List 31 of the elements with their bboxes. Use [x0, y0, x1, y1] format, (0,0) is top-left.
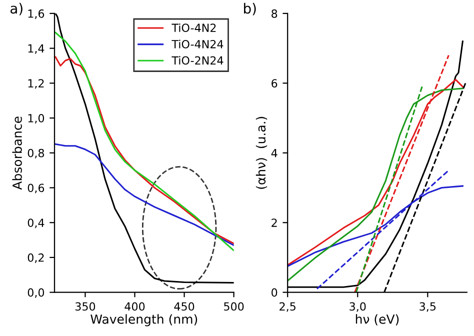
x-tick-label: 2,5	[280, 302, 296, 312]
y-tick-label: 1,6	[28, 9, 44, 19]
x-axis-title: Wavelength (nm)	[90, 314, 198, 326]
x-tick-label: 450	[174, 302, 194, 311]
y-tick-label: 0,4	[28, 218, 44, 228]
y-tick-label: 0,0	[28, 288, 44, 298]
y-tick-label: 0,6	[28, 184, 44, 194]
legend-label: TiO-4N2	[172, 23, 216, 32]
x-tick-label: 400	[124, 302, 145, 311]
x-tick-label: 500	[224, 302, 244, 311]
x-tick-label: 350	[75, 302, 96, 311]
chart-title: b)	[244, 2, 256, 16]
y-tick-label: 1,4	[28, 44, 44, 54]
legend-label: TiO-4N24	[172, 40, 224, 48]
x-axis-title: hν (eV)	[356, 314, 399, 326]
y-tick-label: 4	[271, 149, 278, 158]
y-tick-label: 1,0	[28, 114, 44, 124]
y-tick-label: 0,8	[28, 148, 44, 158]
y-tick-label: 0	[272, 288, 278, 297]
x-tick-label: 3,5	[420, 302, 436, 312]
y-axis-title: Absorbance	[12, 116, 22, 190]
legend-label: TiO-2N24	[172, 56, 224, 65]
y-tick-label: 1,2	[28, 79, 44, 89]
y-tick-label: 2	[272, 218, 277, 227]
y-tick-label: 6	[272, 79, 278, 88]
y-axis-title: (αhν) (u.a.)	[256, 116, 268, 189]
y-tick-label: 0,2	[28, 253, 44, 263]
chart-title: a)	[10, 2, 22, 16]
line-series	[54, 143, 234, 246]
y-tick-label: 8	[272, 9, 278, 18]
x-tick-label: 3,0	[350, 302, 366, 312]
